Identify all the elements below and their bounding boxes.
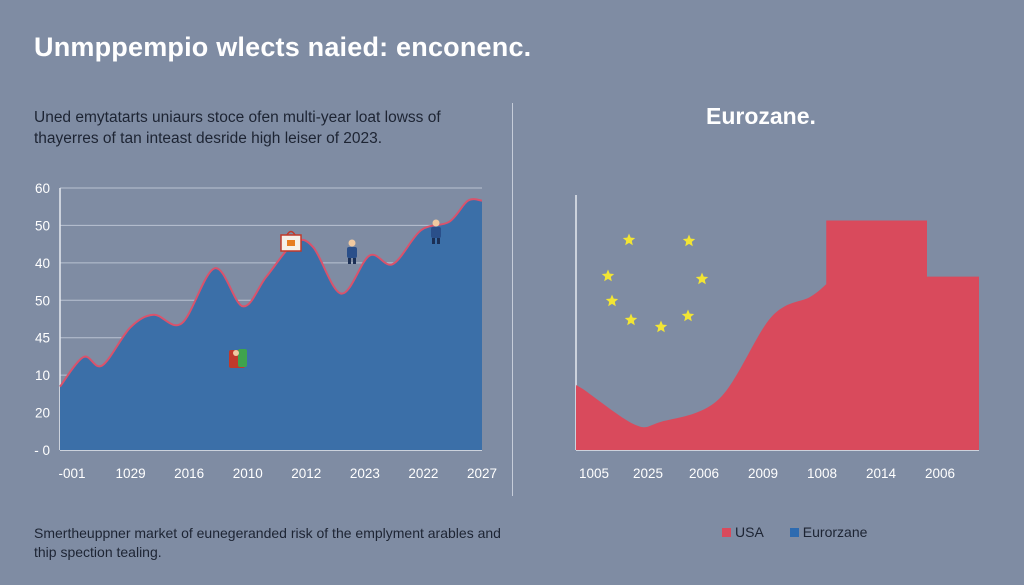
star — [654, 320, 668, 333]
y-tick-label: - 0 — [34, 443, 50, 458]
x-tick-label: 2023 — [350, 466, 380, 481]
person-head — [348, 239, 356, 247]
person-body — [431, 227, 441, 238]
legend-swatch-eurozone — [789, 527, 799, 537]
person-icon — [347, 239, 357, 264]
x-tick-label: 2012 — [291, 466, 321, 481]
y-tick-label: 60 — [35, 181, 50, 196]
case-head — [233, 350, 239, 356]
person-body — [347, 247, 357, 258]
worker-icon — [431, 219, 441, 244]
case-side — [238, 349, 247, 367]
person-leg — [437, 238, 440, 244]
series-area — [60, 199, 482, 450]
eurozone-chart-title: Eurozane. — [706, 103, 816, 129]
legend-swatch-usa — [722, 527, 731, 537]
star — [624, 313, 638, 326]
y-tick-label: 45 — [35, 331, 50, 346]
x-tick-label: 2006 — [689, 466, 719, 481]
x-tick-label: 2009 — [748, 466, 778, 481]
briefcase-icon — [229, 349, 247, 368]
star — [622, 233, 636, 246]
series-area — [575, 220, 979, 450]
star — [605, 294, 619, 307]
y-tick-label: 50 — [35, 218, 50, 233]
star — [695, 272, 709, 285]
x-tick-label: 2027 — [467, 466, 497, 481]
x-tick-label: 1008 — [807, 466, 837, 481]
eu-stars-icon — [601, 233, 709, 333]
bag-handle — [286, 230, 296, 236]
y-tick-label: 20 — [35, 406, 50, 421]
unemployment-area-chart: 60 50 40 50 45 10 20 - 0 -001 1029 2016 2010 2012 202… — [34, 181, 497, 481]
x-tick-label: -001 — [58, 466, 85, 481]
x-tick-label: 2025 — [633, 466, 663, 481]
footnote: Smertheuppner market of eunegeranded ris… — [34, 525, 501, 560]
series-line — [59, 198, 483, 388]
person-head — [432, 219, 440, 227]
eurozone-area-chart: 1005 2025 2006 2009 1008 2014 2006 — [575, 195, 979, 481]
y-tick-label: 50 — [35, 293, 50, 308]
page-title: Unmppempio wlects naied: enconenc. — [34, 32, 532, 62]
y-tick-label: 10 — [35, 368, 50, 383]
panel-divider — [512, 103, 513, 496]
x-tick-label: 2010 — [233, 466, 263, 481]
star — [682, 234, 696, 247]
y-tick-label: 40 — [35, 256, 50, 271]
page-subtitle: Uned emytatarts uniaurs stoce ofen multi… — [34, 109, 441, 147]
star — [681, 309, 695, 322]
bag-item — [287, 240, 295, 246]
person-leg — [348, 258, 351, 264]
legend-label-usa: USA — [735, 524, 764, 540]
legend-label-eurozone: Eurorzane — [802, 524, 868, 540]
legend-item-eurozone: Eurorzane — [789, 524, 868, 540]
x-tick-label: 2022 — [408, 466, 438, 481]
x-tick-label: 1029 — [116, 466, 146, 481]
x-tick-label: 2006 — [925, 466, 955, 481]
legend-item-usa: USA — [722, 524, 764, 540]
x-tick-label: 1005 — [579, 466, 609, 481]
person-leg — [353, 258, 356, 264]
legend: USA Eurorzane — [722, 524, 867, 540]
shopping-bag-icon — [280, 230, 302, 252]
x-tick-label: 2014 — [866, 466, 897, 481]
person-leg — [432, 238, 435, 244]
x-tick-label: 2016 — [174, 466, 204, 481]
star — [601, 269, 615, 282]
